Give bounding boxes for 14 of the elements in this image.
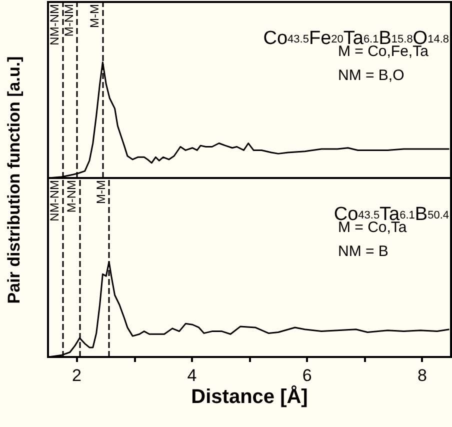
ref-line-label: M-NM (64, 180, 79, 213)
text: NM = B (338, 243, 388, 260)
x-axis-title: Distance [Å] (191, 385, 308, 408)
x-tick-label: 8 (417, 366, 427, 385)
ref-line-label: NM-NM (47, 4, 62, 46)
ref-line-label: M-NM (62, 4, 76, 37)
y-axis-title: Pair distribution function [a.u.] (4, 56, 24, 304)
ref-line-label: NM-NM (47, 180, 62, 222)
ref-line-label: M-M (94, 180, 108, 204)
x-tick-label: 2 (72, 366, 82, 385)
ref-line-label: M-M (88, 4, 102, 28)
x-tick-label: 4 (187, 366, 197, 385)
x-tick-label: 6 (302, 366, 312, 385)
annotation: NM = B,O (338, 67, 404, 84)
